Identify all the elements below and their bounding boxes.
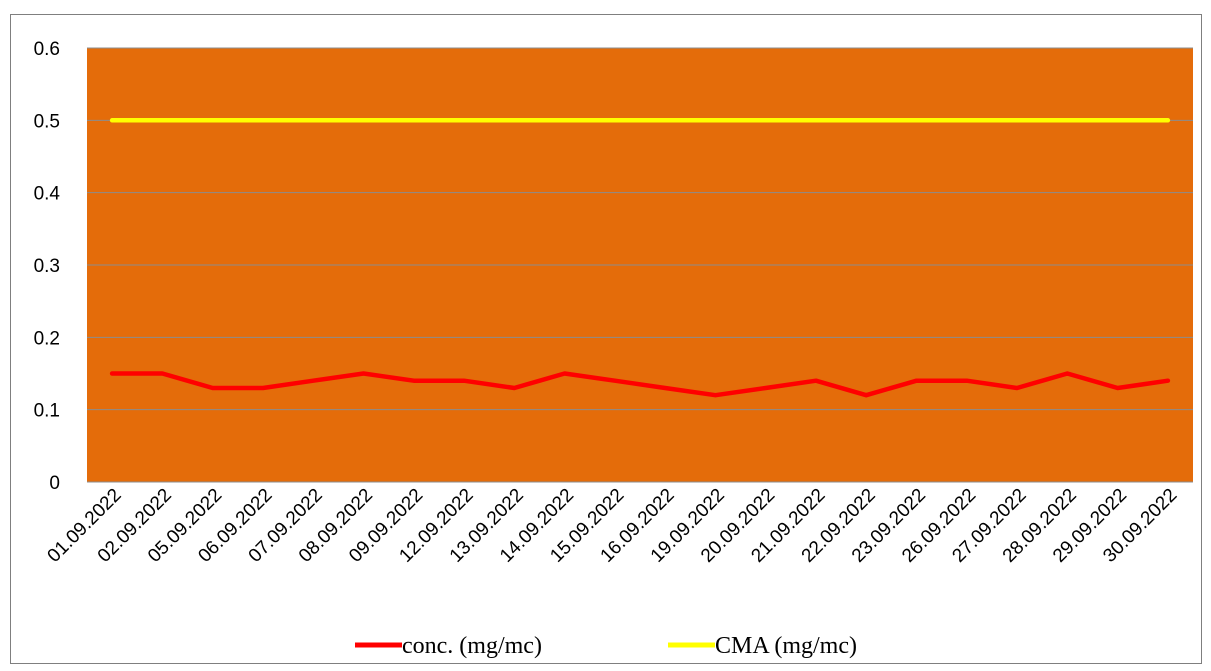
y-tick-label: 0.3 <box>34 256 60 277</box>
y-tick-label: 0 <box>49 473 60 494</box>
y-tick-label: 0.6 <box>34 39 60 60</box>
series-lines <box>109 118 1171 398</box>
legend-label: conc. (mg/mc) <box>402 633 542 659</box>
y-tick-label: 0.5 <box>34 111 60 132</box>
y-tick-label: 0.2 <box>34 328 60 349</box>
legend: conc. (mg/mc) CMA (mg/mc) <box>355 633 857 659</box>
x-axis-tick-labels: 01.09.202202.09.202205.09.202206.09.2022… <box>44 485 1182 567</box>
legend-label: CMA (mg/mc) <box>715 633 857 659</box>
y-axis-tick-labels: 0 0.1 0.2 0.3 0.4 0.5 0.6 <box>34 39 61 494</box>
y-tick-label: 0.1 <box>34 401 60 422</box>
gridlines <box>87 47 1193 483</box>
y-tick-label: 0.4 <box>34 184 61 205</box>
series-line-0 <box>109 371 1171 398</box>
